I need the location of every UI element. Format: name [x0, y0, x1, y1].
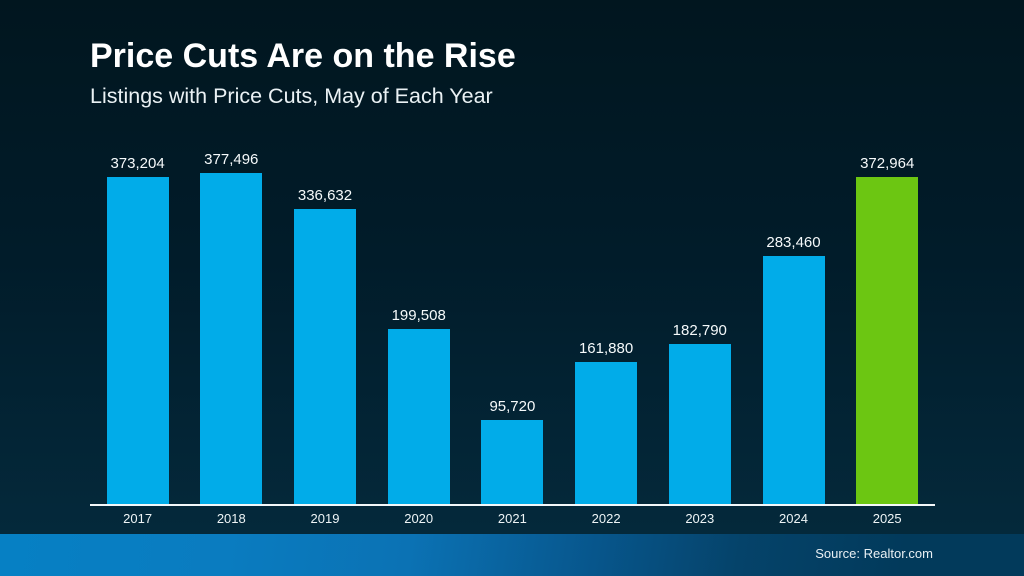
- x-axis-label-2020: 2020: [404, 511, 434, 526]
- bar-2024: [762, 256, 825, 504]
- x-axis-line: [90, 504, 935, 506]
- x-axis-label-2017: 2017: [123, 511, 153, 526]
- x-axis-label-2023: 2023: [685, 511, 715, 526]
- chart-subtitle: Listings with Price Cuts, May of Each Ye…: [90, 84, 493, 108]
- bar-value-label: 161,880: [578, 340, 634, 357]
- bar-2020: [387, 329, 450, 504]
- bar-2019: [294, 209, 356, 504]
- x-axis-label-2022: 2022: [591, 511, 621, 526]
- bar-value-label: 336,632: [297, 187, 353, 204]
- bar-value-label: 199,508: [391, 307, 446, 324]
- bar-column-2019: 336,632: [294, 188, 356, 504]
- bar-column-2018: 377,496: [200, 151, 263, 504]
- bar-2025: [856, 177, 919, 504]
- bar-column-2024: 283,460: [762, 234, 825, 504]
- bar-2023: [668, 344, 731, 504]
- bar-2017: [106, 177, 169, 504]
- x-axis-label-2024: 2024: [779, 511, 808, 526]
- bar-column-2025: 372,964: [856, 155, 919, 504]
- bar-value-label: 377,496: [204, 151, 259, 168]
- bar-value-label: 283,460: [766, 234, 821, 251]
- x-axis-label-2025: 2025: [872, 511, 902, 526]
- chart-title: Price Cuts Are on the Rise: [90, 37, 516, 75]
- bar-column-2022: 161,880: [575, 340, 638, 504]
- footer-ribbon: Source: Realtor.com: [0, 534, 1024, 576]
- bar-2018: [200, 173, 263, 504]
- bar-value-label: 182,790: [672, 322, 727, 339]
- bar-value-label: 373,204: [110, 155, 165, 172]
- x-axis-label-2019: 2019: [310, 511, 340, 526]
- bar-value-label: 372,964: [860, 155, 915, 172]
- bar-value-label: 95,720: [489, 398, 536, 415]
- bar-2022: [575, 362, 638, 504]
- bar-column-2017: 373,204: [106, 155, 169, 504]
- bar-column-2023: 182,790: [668, 322, 731, 504]
- source-credit: Source: Realtor.com: [815, 546, 933, 561]
- x-axis-label-2021: 2021: [497, 511, 527, 526]
- x-axis-label-2018: 2018: [216, 511, 246, 526]
- bar-column-2021: 95,720: [481, 398, 544, 504]
- bar-2021: [481, 420, 544, 504]
- bar-column-2020: 199,508: [387, 307, 450, 504]
